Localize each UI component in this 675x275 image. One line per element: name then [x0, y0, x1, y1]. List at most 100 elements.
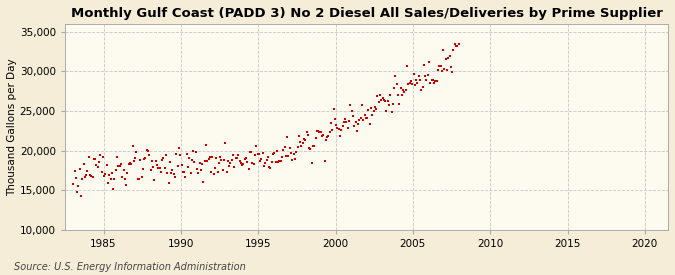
Point	[101, 163, 112, 167]
Point	[264, 165, 275, 169]
Point	[385, 93, 396, 98]
Point	[340, 117, 350, 121]
Point	[271, 148, 282, 153]
Point	[341, 120, 352, 124]
Point	[99, 174, 109, 178]
Point	[301, 130, 312, 134]
Point	[145, 167, 156, 172]
Point	[306, 160, 317, 165]
Point	[267, 152, 278, 156]
Point	[452, 44, 463, 48]
Point	[304, 146, 315, 150]
Point	[444, 54, 455, 58]
Point	[369, 105, 380, 109]
Point	[251, 144, 262, 148]
Point	[219, 158, 230, 163]
Point	[80, 175, 90, 180]
Point	[372, 94, 383, 98]
Point	[288, 152, 299, 156]
Point	[207, 155, 218, 160]
Point	[354, 118, 364, 122]
Point	[128, 158, 139, 163]
Point	[230, 156, 241, 160]
Point	[346, 109, 357, 113]
Point	[136, 175, 147, 179]
Point	[175, 153, 186, 157]
Point	[94, 160, 105, 164]
Point	[321, 138, 331, 142]
Point	[141, 148, 152, 152]
Point	[319, 158, 330, 163]
Point	[182, 165, 193, 169]
Point	[389, 86, 400, 91]
Point	[318, 133, 329, 138]
Point	[427, 78, 438, 82]
Point	[379, 97, 389, 102]
Point	[200, 142, 211, 147]
Point	[229, 165, 240, 170]
Point	[194, 161, 205, 166]
Point	[86, 174, 97, 178]
Point	[152, 162, 163, 167]
Point	[226, 158, 237, 163]
Point	[223, 159, 234, 164]
Point	[165, 160, 176, 164]
Point	[446, 65, 456, 70]
Point	[203, 156, 214, 161]
Point	[122, 171, 133, 175]
Point	[431, 79, 442, 83]
Point	[126, 161, 136, 166]
Point	[408, 72, 419, 76]
Point	[83, 155, 94, 160]
Point	[74, 167, 85, 171]
Point	[215, 155, 225, 160]
Point	[142, 149, 153, 153]
Point	[305, 147, 316, 152]
Point	[273, 160, 284, 165]
Point	[265, 166, 276, 171]
Point	[162, 171, 173, 175]
Point	[127, 144, 138, 148]
Point	[246, 150, 256, 154]
Point	[382, 98, 393, 103]
Point	[118, 168, 129, 172]
Point	[362, 116, 373, 120]
Point	[224, 164, 235, 168]
Point	[111, 155, 122, 160]
Point	[76, 194, 86, 198]
Point	[344, 119, 354, 123]
Point	[390, 74, 401, 79]
Point	[263, 155, 273, 160]
Point	[314, 130, 325, 134]
Point	[242, 160, 252, 165]
Point	[196, 161, 207, 166]
Point	[403, 82, 414, 86]
Point	[185, 171, 196, 175]
Point	[161, 153, 171, 157]
Point	[383, 103, 394, 107]
Point	[447, 70, 458, 74]
Point	[376, 98, 387, 103]
Point	[193, 171, 204, 175]
Point	[336, 128, 347, 133]
Point	[377, 96, 388, 100]
Point	[399, 90, 410, 94]
Point	[375, 93, 385, 97]
Point	[220, 141, 231, 145]
Title: Monthly Gulf Coast (PADD 3) No 2 Diesel All Sales/Deliveries by Prime Supplier: Monthly Gulf Coast (PADD 3) No 2 Diesel …	[70, 7, 662, 20]
Point	[97, 155, 108, 159]
Point	[188, 149, 198, 154]
Point	[178, 170, 188, 175]
Point	[396, 86, 406, 90]
Point	[84, 173, 95, 177]
Point	[426, 78, 437, 82]
Point	[237, 163, 248, 167]
Point	[121, 182, 132, 187]
Point	[373, 100, 384, 104]
Point	[217, 167, 228, 172]
Point	[103, 181, 113, 186]
Point	[115, 161, 126, 166]
Point	[70, 176, 81, 180]
Point	[124, 162, 134, 166]
Point	[281, 153, 292, 158]
